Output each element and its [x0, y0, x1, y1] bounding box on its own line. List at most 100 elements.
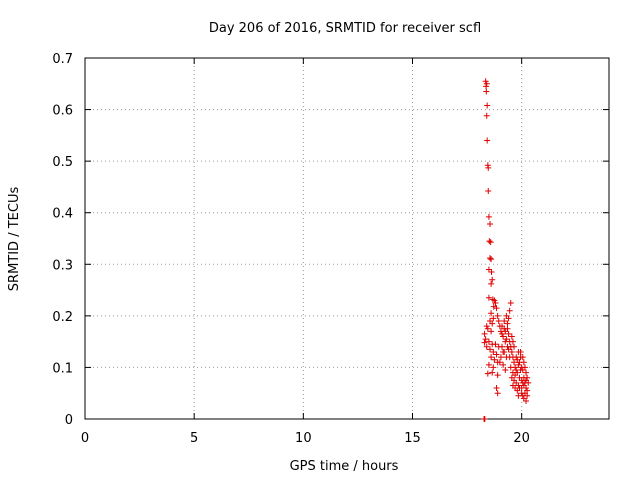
y-tick-label: 0.5: [52, 155, 73, 170]
plot-frame: [84, 57, 610, 420]
data-point: [508, 333, 515, 340]
data-point: [525, 379, 532, 386]
data-point: [488, 280, 495, 287]
data-point: [503, 336, 510, 343]
data-point: [481, 339, 488, 346]
data-point: [496, 359, 503, 366]
data-point: [494, 372, 501, 379]
data-point: [515, 392, 522, 399]
x-axis-label: GPS time / hours: [290, 459, 399, 474]
data-point: [481, 330, 488, 337]
data-point: [490, 364, 497, 371]
data-point: [495, 343, 502, 350]
data-point: [504, 320, 511, 327]
data-point: [493, 351, 500, 358]
data-point: [523, 385, 530, 392]
data-point: [488, 354, 495, 361]
data-point: [483, 88, 490, 95]
data-point: [495, 318, 502, 325]
data-point: [515, 382, 522, 389]
data-point: [492, 299, 499, 306]
data-point: [491, 356, 498, 363]
grid: [85, 58, 609, 419]
data-point: [523, 397, 530, 404]
data-point: [524, 374, 531, 381]
data-point: [509, 354, 516, 361]
data-point: [485, 266, 492, 273]
data-point: [505, 330, 512, 337]
data-point: [483, 323, 490, 330]
data-point: [483, 112, 490, 119]
data-point: [485, 188, 492, 195]
data-point: [504, 343, 511, 350]
data-point: [500, 361, 507, 368]
data-point: [515, 361, 522, 368]
data-point: [515, 348, 522, 355]
data-point: [489, 320, 496, 327]
data-point: [497, 354, 504, 361]
data-points: [481, 78, 532, 422]
data-point: [514, 369, 521, 376]
data-point: [523, 369, 530, 376]
data-point: [488, 310, 495, 317]
data-point: [489, 276, 496, 283]
y-tick-label: 0.1: [52, 361, 73, 376]
chart-title: Day 206 of 2016, SRMTID for receiver scf…: [209, 21, 481, 36]
data-point: [484, 370, 491, 377]
data-point: [485, 294, 492, 301]
data-point: [502, 338, 509, 345]
data-point: [490, 348, 497, 355]
data-point: [520, 359, 527, 366]
x-tick-label: 10: [295, 431, 312, 446]
data-point: [485, 213, 492, 220]
y-tick-label: 0.3: [52, 258, 73, 273]
data-point: [501, 318, 508, 325]
data-point: [491, 297, 498, 304]
axis-ticks: 0 5 10 15 20 0 0.1 0.2 0.3 0.4 0.5 0.6 0.7: [52, 52, 609, 446]
y-tick-label: 0.4: [52, 207, 73, 222]
data-point: [486, 238, 493, 245]
data-point: [482, 78, 489, 85]
data-point: [488, 269, 495, 276]
data-point: [484, 102, 491, 109]
data-point: [511, 359, 518, 366]
data-point: [493, 305, 500, 312]
data-point: [506, 307, 513, 314]
data-point: [499, 323, 506, 330]
data-point: [484, 325, 491, 332]
data-point: [499, 330, 506, 337]
data-point: [517, 367, 524, 374]
data-point: [488, 328, 495, 335]
data-point: [519, 354, 526, 361]
x-tick-label: 0: [81, 431, 89, 446]
data-point: [508, 348, 515, 355]
data-point: [494, 312, 501, 319]
data-point: [481, 416, 488, 422]
data-point: [493, 385, 500, 392]
data-point: [484, 137, 491, 144]
data-point: [487, 255, 494, 262]
x-tick-label: 15: [404, 431, 421, 446]
data-point: [524, 392, 531, 399]
y-tick-label: 0.2: [52, 310, 73, 325]
data-point: [487, 346, 494, 353]
data-point: [518, 390, 525, 397]
data-point: [490, 315, 497, 322]
data-point: [503, 312, 510, 319]
data-point: [488, 256, 495, 263]
x-tick-label: 20: [513, 431, 530, 446]
data-point: [500, 333, 507, 340]
data-point: [524, 387, 531, 394]
data-point: [494, 390, 501, 397]
data-point: [507, 364, 514, 371]
data-point: [511, 343, 518, 350]
data-point: [485, 361, 492, 368]
data-point: [500, 348, 507, 355]
y-tick-label: 0.7: [52, 52, 73, 67]
y-tick-label: 0.6: [52, 104, 73, 119]
data-point: [489, 296, 496, 303]
data-point: [482, 336, 489, 343]
data-point: [483, 80, 490, 87]
data-point: [521, 364, 528, 371]
